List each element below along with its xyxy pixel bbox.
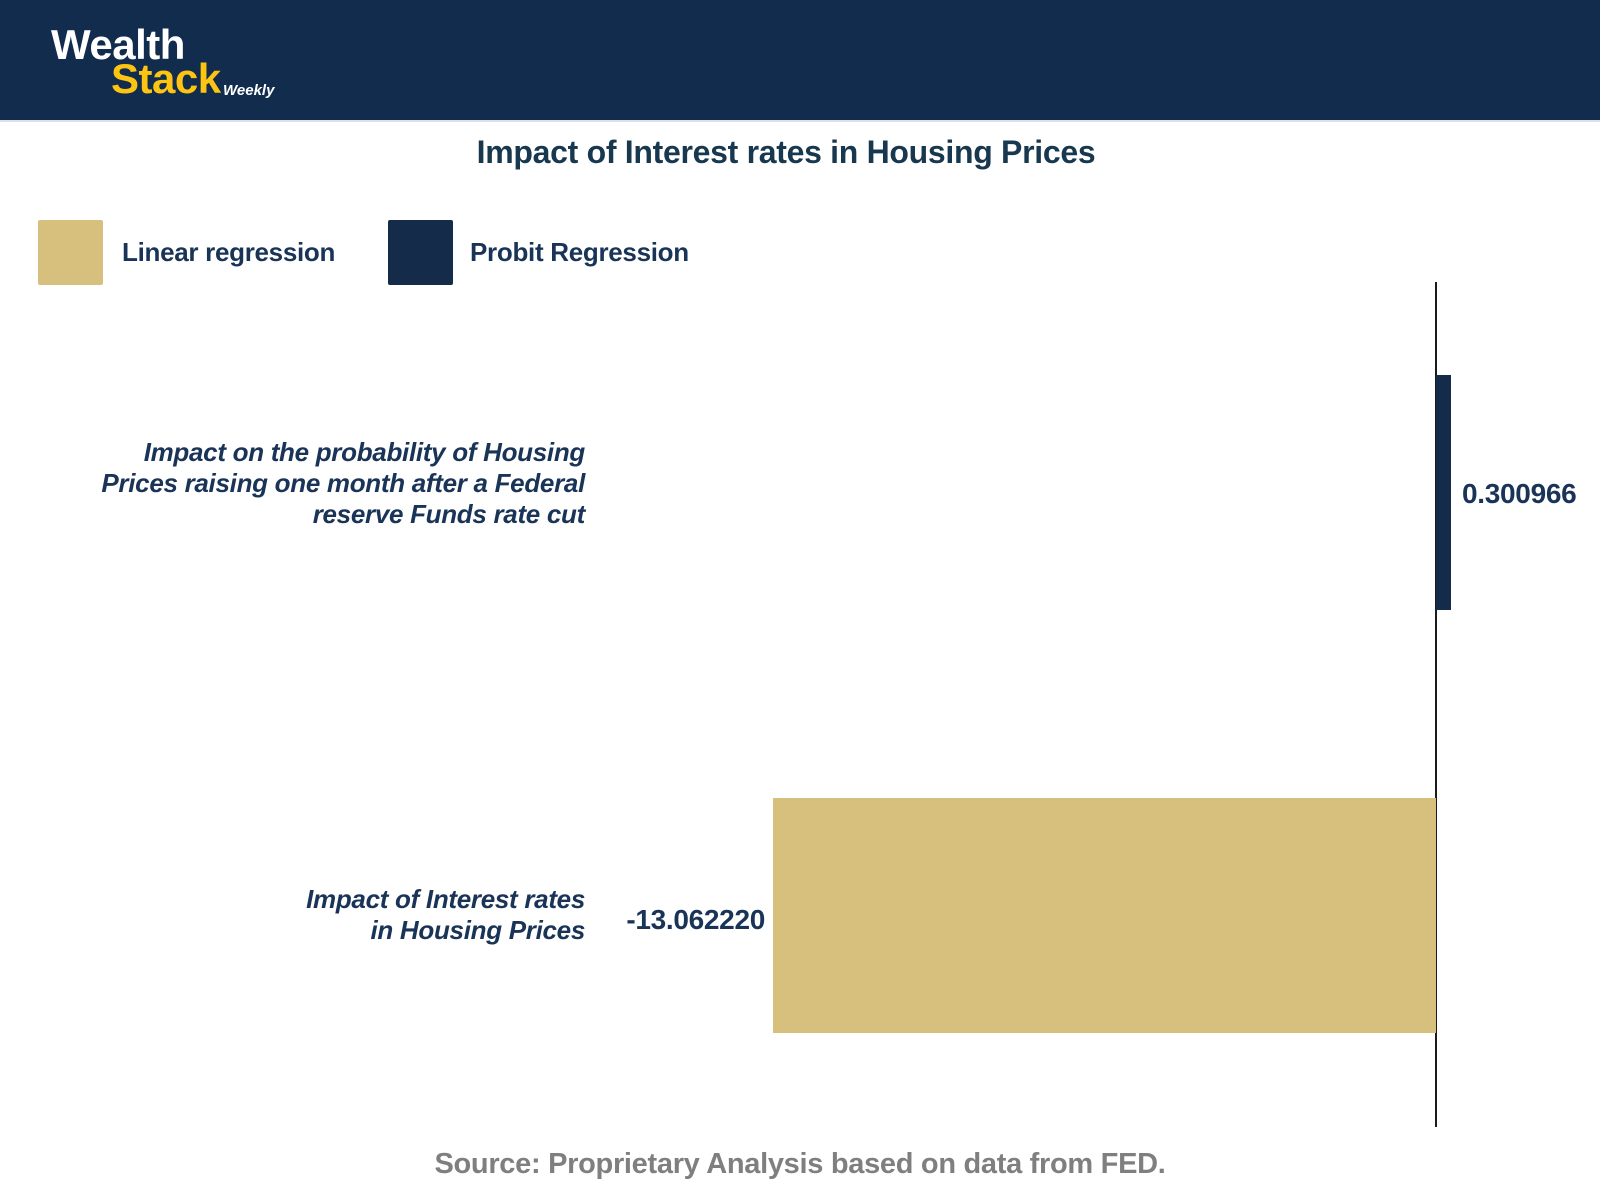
source-note: Source: Proprietary Analysis based on da… <box>434 1148 1166 1180</box>
legend-swatch-linear-regression <box>38 220 103 285</box>
logo-wealth-text: Wealth <box>51 21 185 68</box>
category-label-linear-row: Impact of Interest rates in Housing Pric… <box>306 884 585 945</box>
value-label-probit-regression: 0.300966 <box>1462 478 1577 509</box>
bar-probit-regression <box>1436 375 1452 610</box>
legend-label-linear-regression: Linear regression <box>122 237 336 267</box>
logo-stack-text: Stack <box>111 55 221 102</box>
zero-axis-line <box>1435 282 1437 1127</box>
chart-title: Impact of Interest rates in Housing Pric… <box>476 134 1096 170</box>
value-label-linear-regression: -13.062220 <box>626 904 765 935</box>
logo-weekly-text: Weekly <box>223 82 275 99</box>
bar-linear-regression <box>773 798 1436 1033</box>
header-banner: Wealth Stack Weekly <box>0 0 1600 122</box>
legend-label-probit-regression: Probit Regression <box>470 237 689 267</box>
legend-swatch-probit-regression <box>388 220 453 285</box>
category-label-probit-row: Impact on the probability of Housing Pri… <box>101 437 585 529</box>
